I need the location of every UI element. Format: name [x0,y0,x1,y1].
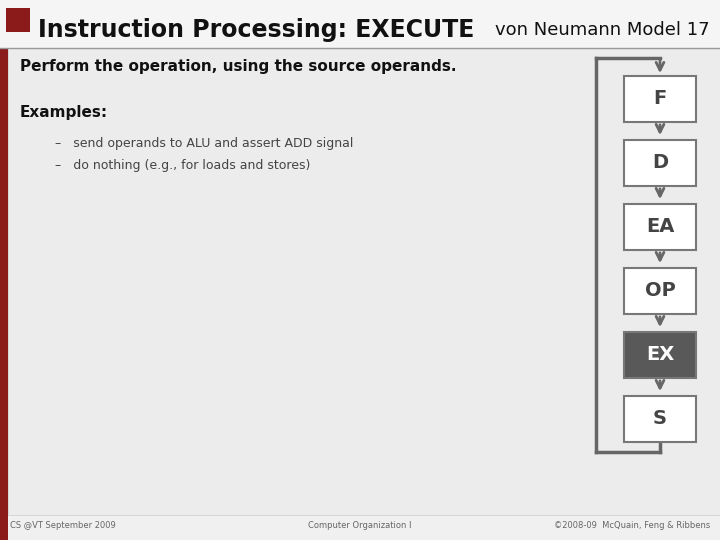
Text: ©2008-09  McQuain, Feng & Ribbens: ©2008-09 McQuain, Feng & Ribbens [554,521,710,530]
Text: von Neumann Model 17: von Neumann Model 17 [495,21,710,39]
Text: Computer Organization I: Computer Organization I [308,521,412,530]
Text: D: D [652,153,668,172]
Bar [0,0,720,48]
Text: F: F [653,90,667,109]
Text: S: S [653,409,667,429]
Text: –   do nothing (e.g., for loads and stores): – do nothing (e.g., for loads and stores… [55,159,310,172]
Bar [624,140,696,186]
Text: EA: EA [646,218,674,237]
Bar [8,48,720,515]
Text: Perform the operation, using the source operands.: Perform the operation, using the source … [20,58,456,73]
Text: Examples:: Examples: [20,105,108,120]
Text: CS @VT September 2009: CS @VT September 2009 [10,521,116,530]
Bar [6,8,30,32]
Text: EX: EX [646,346,674,365]
Text: Instruction Processing: EXECUTE: Instruction Processing: EXECUTE [38,18,474,42]
Text: OP: OP [644,281,675,300]
Bar [624,268,696,314]
Text: –   send operands to ALU and assert ADD signal: – send operands to ALU and assert ADD si… [55,137,354,150]
Bar [624,204,696,250]
Bar [624,76,696,122]
Bar [0,48,8,540]
Bar [624,396,696,442]
Bar [624,332,696,378]
